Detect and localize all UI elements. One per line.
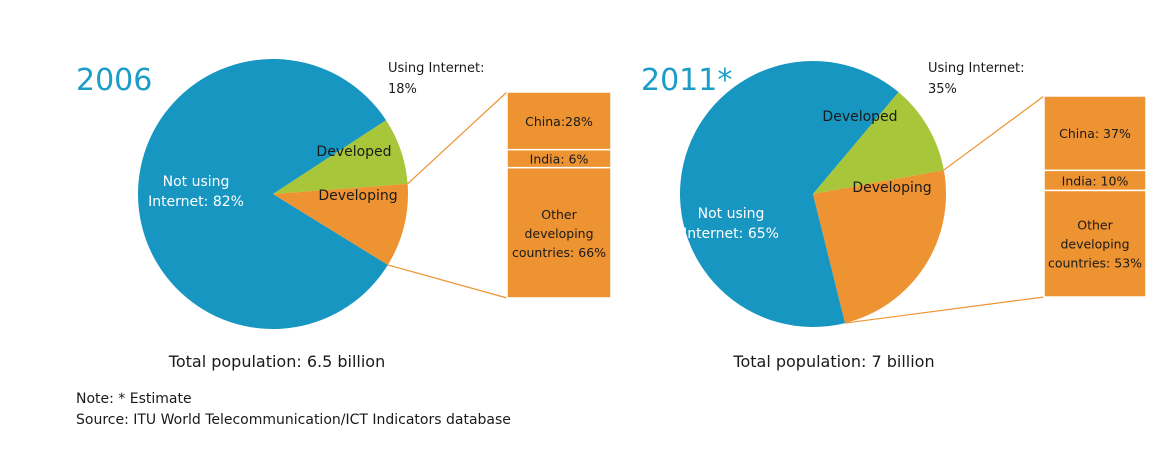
- breakdown-segment-other-developing-countries: [506, 166, 612, 299]
- total-population-label: Total population: 6.5 billion: [168, 352, 385, 371]
- breakdown-segment-other-developing-countries: [1043, 189, 1147, 298]
- breakdown-label-india: India: 6%: [530, 152, 589, 167]
- using-internet-label: Using Internet:: [388, 61, 485, 76]
- connector-line-top: [407, 91, 508, 185]
- pie-slice-developing: [273, 183, 409, 265]
- note-text: Note: * Estimate: [76, 391, 192, 407]
- connector-line-bottom: [387, 264, 508, 299]
- breakdown-label-other-developing-countries: Other developing countries: 53%: [1048, 218, 1142, 271]
- source-text: Source: ITU World Telecommunication/ICT …: [76, 412, 511, 428]
- pie-chart-1: 2011* Using Internet: 35% Total population:…: [641, 60, 1147, 371]
- breakdown-label-china: China:28%: [525, 114, 593, 129]
- pie-slice-not-using-internet: [137, 58, 388, 329]
- using-internet-value: 35%: [928, 82, 957, 97]
- total-population-label: Total population: 7 billion: [732, 352, 934, 371]
- pie-chart-0: 2006 Using Internet: 18% Total population: …: [76, 58, 612, 371]
- using-internet-label: Using Internet:: [928, 61, 1025, 76]
- slice-label-not-using-internet: Not using Internet: 82%: [148, 174, 244, 210]
- pie-slice-developed: [273, 120, 408, 194]
- breakdown-label-other-developing-countries: Other developing countries: 66%: [512, 207, 606, 260]
- breakdown-label-china: China: 37%: [1059, 126, 1131, 141]
- breakdown-label-india: India: 10%: [1062, 173, 1129, 188]
- pie-slice-not-using-internet: [680, 60, 899, 328]
- pie-slice-developing: [813, 170, 946, 324]
- slice-label-developed: Developed: [822, 109, 897, 125]
- connector-line-bottom: [845, 296, 1045, 324]
- pie-slice-developed: [813, 92, 944, 194]
- slice-label-developed: Developed: [316, 144, 391, 160]
- chart-title: 2006: [76, 63, 152, 98]
- slice-label-developing: Developing: [852, 180, 931, 196]
- connector-line-top: [943, 95, 1045, 171]
- breakdown-segment-china: [506, 91, 612, 151]
- chart-title: 2011*: [641, 63, 732, 98]
- slice-label-not-using-internet: Not using Internet: 65%: [683, 206, 779, 242]
- slice-label-developing: Developing: [318, 188, 397, 204]
- using-internet-value: 18%: [388, 82, 417, 97]
